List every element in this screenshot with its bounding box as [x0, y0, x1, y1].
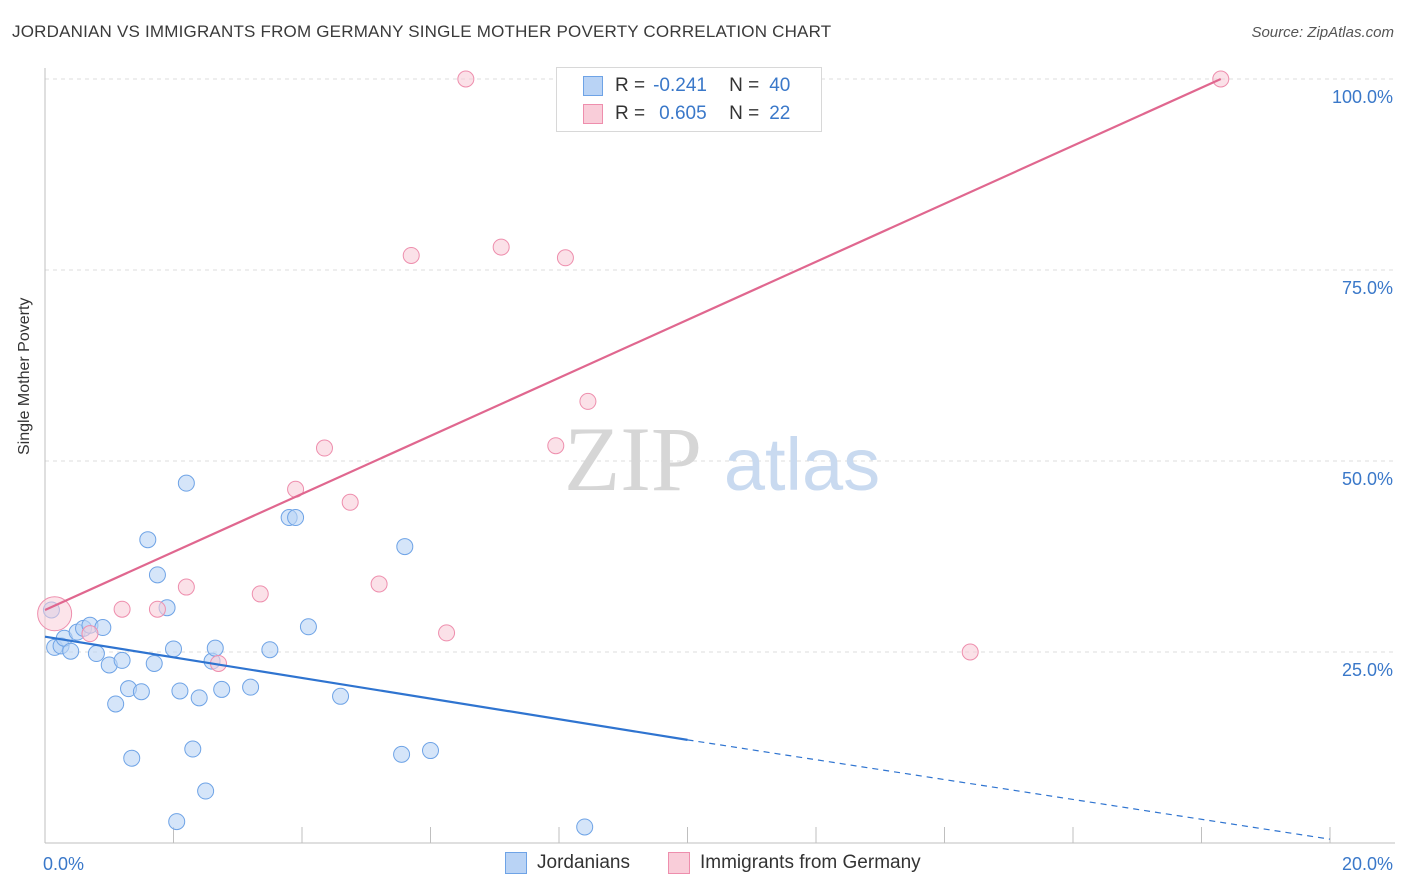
bottom-legend-germany: Immigrants from Germany — [668, 852, 921, 874]
point-jordanians-21 — [168, 813, 186, 831]
source-label: Source: ZipAtlas.com — [1251, 24, 1394, 41]
legend-n-value-jordanians: 40 — [769, 75, 791, 96]
bottom-legend-label-germany: Immigrants from Germany — [700, 852, 921, 873]
point-jordanians-39 — [576, 818, 594, 836]
tick-labels: 25.0% 50.0% 75.0% 100.0% 0.0% 20.0% — [43, 87, 1393, 874]
point-jordanians-12 — [113, 651, 131, 669]
point-jordanians-16 — [139, 531, 157, 549]
point-jordanians-14 — [123, 749, 141, 767]
legend-row-germany: R = 0.605 N = 22 — [583, 101, 790, 127]
legend-n-value-germany: 22 — [769, 103, 791, 124]
point-jordanians-35 — [332, 687, 350, 705]
y-tick-label-0: 25.0% — [1342, 660, 1393, 680]
legend-swatch-germany — [583, 104, 603, 124]
point-germany-10 — [370, 575, 388, 593]
point-jordanians-17 — [145, 654, 163, 672]
y-tick-label-3: 100.0% — [1332, 87, 1393, 107]
point-jordanians-30 — [242, 678, 260, 696]
point-germany-8 — [315, 439, 333, 457]
point-jordanians-26 — [197, 782, 215, 800]
point-jordanians-15 — [132, 683, 150, 701]
point-germany-4 — [177, 578, 195, 596]
point-germany-3 — [148, 600, 166, 618]
bottom-legend-label-jordanians: Jordanians — [537, 852, 630, 873]
point-germany-15 — [547, 437, 565, 455]
point-germany-0 — [37, 596, 73, 632]
legend-row-jordanians: R = -0.241 N = 40 — [583, 73, 790, 99]
point-jordanians-33 — [287, 509, 305, 527]
watermark-zip: ZIP — [564, 408, 702, 510]
bottom-legend-swatch-germany — [668, 852, 690, 874]
point-jordanians-29 — [213, 680, 231, 698]
point-jordanians-37 — [396, 538, 414, 556]
legend-r-label: R = — [615, 103, 646, 124]
bottom-legend-swatch-jordanians — [505, 852, 527, 874]
trend-line-jordanians — [44, 635, 688, 741]
gridlines — [45, 78, 1395, 653]
watermark-atlas: atlas — [724, 423, 880, 506]
point-jordanians-34 — [299, 618, 317, 636]
point-germany-1 — [81, 625, 99, 643]
legend-r-value-jordanians: -0.241 — [653, 75, 707, 96]
point-germany-2 — [113, 600, 131, 618]
point-jordanians-18 — [148, 566, 166, 584]
trend-lines — [44, 77, 1331, 840]
point-germany-12 — [438, 624, 456, 642]
point-jordanians-11 — [107, 695, 125, 713]
point-jordanians-28 — [206, 639, 224, 657]
point-germany-6 — [251, 585, 269, 603]
point-jordanians-23 — [177, 474, 195, 492]
trend-line-extension-jordanians — [687, 739, 1331, 840]
point-jordanians-31 — [261, 641, 279, 659]
point-germany-17 — [579, 392, 597, 410]
x-tick-label-1: 20.0% — [1342, 854, 1393, 874]
point-jordanians-22 — [171, 682, 189, 700]
axes — [44, 68, 1395, 844]
point-germany-16 — [556, 249, 574, 267]
point-germany-9 — [341, 493, 359, 511]
x-tick-label-0: 0.0% — [43, 854, 84, 874]
y-tick-label-1: 50.0% — [1342, 469, 1393, 489]
bottom-legend-jordanians: Jordanians — [505, 852, 630, 874]
legend-n-label: N = — [729, 103, 760, 124]
point-jordanians-4 — [62, 642, 80, 660]
watermark: ZIP atlas — [564, 408, 880, 510]
correlation-legend: R = -0.241 N = 40 R = 0.605 N = 22 — [556, 67, 822, 132]
point-jordanians-24 — [184, 740, 202, 758]
point-jordanians-8 — [87, 645, 105, 663]
point-jordanians-25 — [190, 689, 208, 707]
point-germany-19 — [961, 643, 979, 661]
y-axis-label: Single Mother Poverty — [16, 297, 33, 455]
trend-line-germany — [44, 77, 1222, 611]
legend-n-label: N = — [729, 75, 760, 96]
point-jordanians-38 — [422, 742, 439, 760]
legend-r-label: R = — [615, 75, 646, 96]
chart-title: JORDANIAN VS IMMIGRANTS FROM GERMANY SIN… — [12, 22, 832, 41]
y-tick-label-2: 75.0% — [1342, 278, 1393, 298]
point-jordanians-20 — [165, 640, 182, 658]
legend-swatch-jordanians — [583, 76, 603, 96]
point-jordanians-36 — [393, 745, 411, 763]
data-points — [37, 70, 1230, 836]
point-germany-11 — [402, 246, 420, 264]
point-germany-14 — [492, 238, 510, 256]
legend-r-value-germany: 0.605 — [659, 103, 707, 124]
point-germany-13 — [457, 70, 475, 88]
